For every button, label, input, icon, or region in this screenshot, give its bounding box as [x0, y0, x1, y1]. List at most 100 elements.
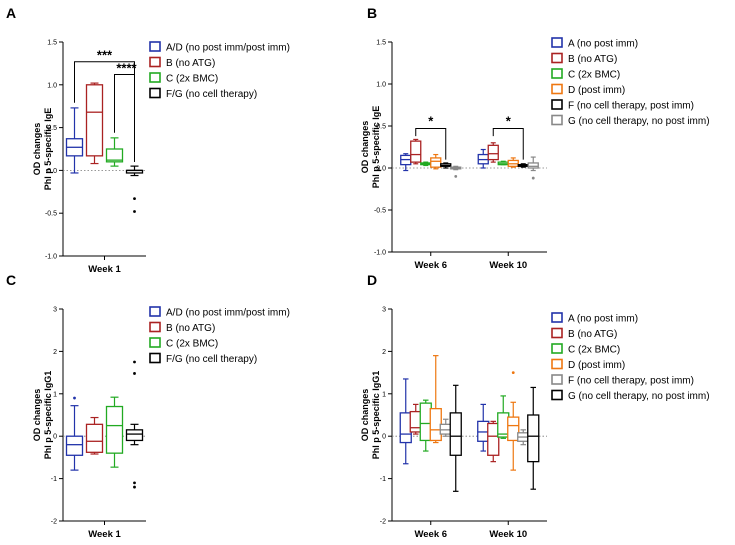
legend-item: A/D (no post imm/post imm) — [149, 306, 290, 319]
outlier-point — [133, 210, 136, 213]
bracket-line — [415, 128, 447, 160]
legend-swatch — [551, 52, 563, 64]
legend-item: D (post imm) — [551, 83, 625, 96]
legend-item: F/G (no cell therapy) — [149, 87, 257, 100]
legend-label: G (no cell therapy, no post imm) — [568, 391, 710, 402]
legend-item: B (no ATG) — [149, 56, 215, 69]
y-axis-label-line: Phl p 5-specific IgE — [43, 108, 53, 191]
legend-item: A (no post imm) — [551, 37, 638, 50]
legend-label: F/G (no cell therapy) — [166, 354, 257, 365]
y-tick-label: 2 — [382, 349, 386, 356]
y-tick-label: 1.5 — [376, 40, 386, 47]
legend-label: A/D (no post imm/post imm) — [166, 308, 290, 319]
legend-label: B (no ATG) — [166, 323, 215, 334]
legend-label: C (2x BMC) — [568, 345, 620, 356]
box-ad — [65, 396, 84, 471]
legend-label: F (no cell therapy, post imm) — [568, 101, 694, 112]
bracket-line — [492, 128, 524, 160]
legend-item: D (post imm) — [551, 358, 625, 371]
outlier-point — [133, 481, 136, 485]
y-tick-label: 0 — [53, 434, 57, 441]
box-body — [65, 435, 84, 456]
significance-bracket: **** — [114, 61, 138, 162]
box-body — [85, 423, 104, 453]
significance-bracket: * — [492, 114, 524, 160]
y-tick-label: 3 — [382, 307, 386, 314]
y-tick-label: 1.0 — [376, 82, 386, 89]
box-body — [105, 148, 124, 163]
legend-swatch — [551, 83, 563, 95]
y-tick-label: 0.0 — [47, 168, 57, 175]
box-ad — [65, 107, 84, 174]
y-tick-label: 1.0 — [47, 82, 57, 89]
y-axis-label: OD changesPhl p 5-specific IgE — [360, 106, 381, 189]
panel-letter: C — [6, 272, 16, 288]
y-tick-label: -0.5 — [374, 208, 386, 215]
x-category-label: Week 6 — [414, 260, 447, 271]
y-axis-label-line: OD changes — [360, 389, 370, 442]
legend-item: A (no post imm) — [551, 312, 638, 325]
legend-label: A (no post imm) — [568, 314, 638, 325]
y-tick-label: -1.0 — [45, 254, 57, 261]
legend-item: C (2x BMC) — [551, 343, 620, 356]
y-tick-label: 1 — [53, 391, 57, 398]
bracket-line — [114, 74, 135, 162]
box-c — [420, 161, 432, 167]
box-body — [449, 412, 462, 456]
box-body — [410, 140, 422, 163]
y-axis-label: OD changesPhl p 5-specific IgG1 — [360, 371, 381, 460]
y-tick-label: 2 — [53, 349, 57, 356]
box-g — [527, 156, 539, 180]
y-tick-label: 0.5 — [376, 124, 386, 131]
box-body — [527, 414, 540, 463]
y-axis-label-line: Phl p 5-specific IgG1 — [43, 371, 53, 460]
box-body — [487, 422, 500, 456]
legend-swatch — [149, 87, 161, 99]
panel-b: B -1.0 -0.5 0.0 0.5 1.0 1.5 OD changesPhl p 5-s… — [360, 5, 710, 271]
box-g — [450, 165, 462, 178]
y-tick-label: 1 — [382, 391, 386, 398]
panel-letter: A — [6, 5, 16, 21]
legend-item: C (2x BMC) — [149, 72, 218, 85]
box-c — [105, 137, 124, 167]
y-tick-label: -1.0 — [374, 250, 386, 257]
legend-item: B (no ATG) — [551, 327, 617, 340]
outlier-point — [511, 371, 515, 374]
legend: A (no post imm) B (no ATG) C (2x BMC) D (po… — [551, 312, 710, 402]
legend-swatch — [551, 327, 563, 339]
significance-stars: **** — [116, 61, 137, 76]
significance-stars: * — [506, 114, 512, 129]
legend-swatch — [551, 68, 563, 79]
legend-label: F (no cell therapy, post imm) — [568, 376, 694, 387]
panel-letter: B — [367, 5, 377, 21]
box-b — [85, 416, 104, 455]
legend: A (no post imm) B (no ATG) C (2x BMC) D (po… — [551, 37, 710, 127]
legend-item: B (no ATG) — [551, 52, 617, 65]
box-g — [527, 386, 540, 490]
legend-label: C (2x BMC) — [568, 70, 620, 81]
panel-d: D -2 -1 0 1 2 3 OD changesPhl p 5-specific IgG1… — [360, 272, 710, 540]
y-tick-label: 1.5 — [47, 40, 57, 47]
box-body — [85, 84, 104, 157]
legend-label: C (2x BMC) — [166, 74, 218, 85]
box-a — [477, 148, 489, 169]
box-b — [410, 138, 422, 165]
box-c — [497, 160, 509, 166]
box-d — [507, 371, 520, 471]
legend-label: C (2x BMC) — [166, 339, 218, 350]
y-tick-label: -0.5 — [45, 211, 57, 218]
outlier-point — [133, 360, 136, 364]
legend-swatch — [149, 321, 161, 333]
significance-stars: *** — [97, 48, 113, 63]
outlier-point — [133, 197, 136, 201]
legend-swatch — [149, 306, 161, 317]
legend-label: D (post imm) — [568, 85, 625, 96]
outlier-point — [133, 485, 136, 489]
box-g — [449, 384, 462, 492]
legend-swatch — [149, 56, 161, 68]
x-category-label: Week 1 — [88, 264, 121, 275]
legend: A/D (no post imm/post imm) B (no ATG) C (2… — [149, 306, 290, 365]
legend-label: B (no ATG) — [568, 54, 617, 65]
box-b — [487, 142, 499, 163]
legend-item: F (no cell therapy, post imm) — [551, 99, 694, 112]
